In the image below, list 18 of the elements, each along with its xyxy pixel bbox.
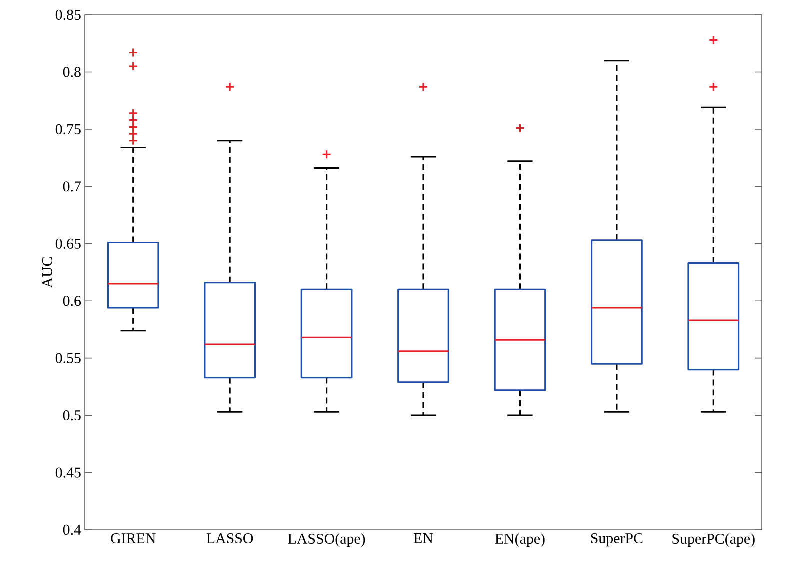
y-tick-label: 0.6 (63, 296, 82, 306)
x-tick-label: SuperPC (591, 534, 643, 547)
y-tick-label: 0.8 (63, 67, 81, 78)
y-axis-title: AUC (42, 258, 52, 288)
y-tick-label: 0.45 (56, 468, 81, 478)
x-tick-label: LASSO (206, 534, 254, 544)
x-tick-label: SuperPC(ape) (672, 534, 755, 548)
y-tick-label: 0.4 (63, 524, 82, 536)
y-tick-label: 0.65 (56, 238, 81, 249)
x-tick-label: LASSO(ape) (288, 534, 366, 548)
y-tick-label: 0.75 (56, 124, 81, 135)
x-tick-label: GIREN (111, 534, 156, 544)
y-tick-label: 0.7 (63, 182, 82, 192)
y-tick-label: 0.5 (63, 410, 81, 421)
y-tick-label: 0.85 (56, 10, 81, 20)
y-tick-label: 0.55 (56, 353, 81, 364)
x-tick-label: EN(ape) (495, 534, 545, 548)
x-tick-label: EN (414, 534, 434, 544)
